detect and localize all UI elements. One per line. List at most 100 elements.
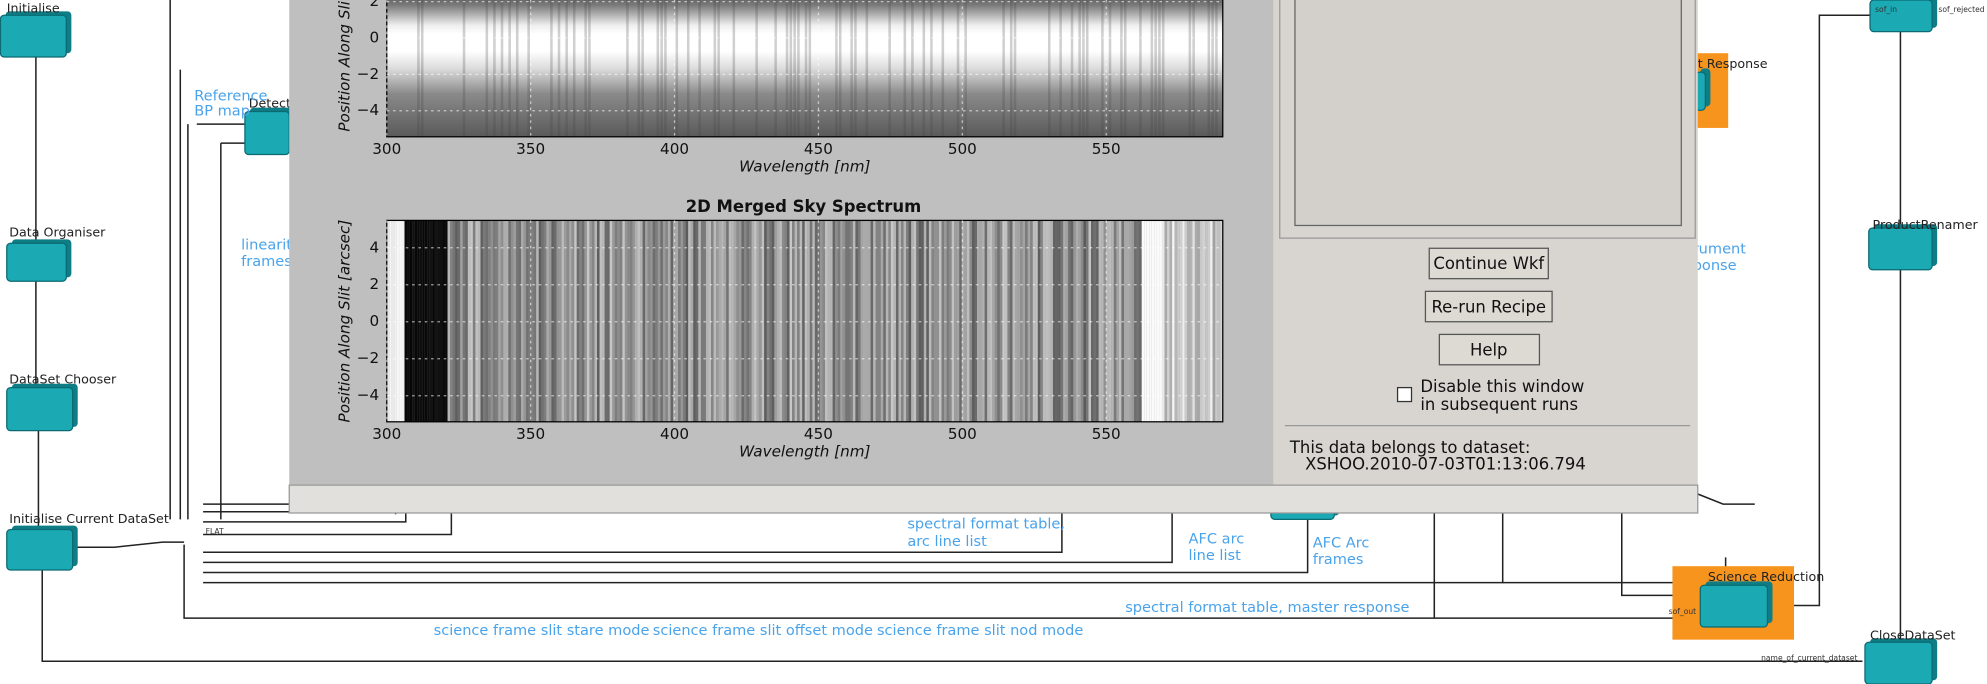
spectrum-stripe — [627, 220, 630, 421]
spectrum-stripe — [691, 220, 694, 421]
spectrum-stripe — [1180, 220, 1183, 421]
x-tick-label: 550 — [1092, 425, 1121, 443]
spectrum-stripe — [698, 0, 701, 137]
spectrum-stripe — [602, 220, 605, 421]
spectrum-stripe — [558, 0, 561, 137]
spectrum-stripe — [1121, 220, 1124, 421]
spectrum-stripe — [1089, 220, 1092, 421]
spectrum-stripe — [660, 220, 663, 421]
spectrum-stripe — [658, 220, 661, 421]
spectrum-stripe — [465, 220, 468, 421]
spectrum-stripe — [577, 220, 580, 421]
spectrum-stripe — [886, 220, 889, 421]
spectrum-stripe — [550, 0, 553, 137]
x-tick-label: 500 — [948, 140, 977, 158]
spectrum-stripe — [516, 0, 519, 137]
y-tick-label: 0 — [369, 29, 379, 47]
spectrum-stripe — [947, 220, 950, 421]
spectrum-stripe — [478, 220, 481, 421]
spectrum-stripe — [854, 0, 857, 137]
button-label[interactable]: Continue Wkf — [1433, 254, 1545, 273]
button-label[interactable]: Re-run Recipe — [1431, 297, 1546, 316]
spectrum-stripe — [1030, 220, 1033, 421]
node-label: ProductRenamer — [1873, 217, 1979, 232]
spectrum-stripe — [622, 220, 625, 421]
spectrum-stripe — [687, 0, 690, 137]
spectrum-stripe — [835, 0, 838, 137]
spectrum-stripe — [1056, 220, 1059, 421]
spectrum-stripe — [957, 0, 960, 137]
spectrum-stripe — [734, 220, 737, 421]
dataset-id: XSHOO.2010-07-03T01:13:06.794 — [1305, 454, 1586, 473]
spectrum-stripe — [1175, 220, 1178, 421]
spectrum-stripe — [508, 220, 511, 421]
spectrum-stripe — [774, 0, 777, 137]
spectrum-stripe — [1157, 220, 1160, 421]
spectrum-stripe — [421, 0, 424, 137]
spectrum-stripe — [828, 220, 831, 421]
spectrum-stripe — [1048, 0, 1051, 137]
spectrum-stripe — [425, 220, 428, 421]
spectrum-stripe — [845, 220, 848, 421]
spectrum-stripe — [790, 0, 793, 137]
spectrum-stripe — [881, 220, 884, 421]
plot-window: 30035040045050055020−2−4Wavelength [nm]P… — [289, 0, 1698, 513]
spectrum-stripe — [638, 220, 641, 421]
spectrum-stripe — [486, 220, 489, 421]
spectrum-stripe — [1208, 220, 1211, 421]
spectrum-stripe — [1101, 220, 1104, 421]
spectrum-stripe — [1096, 220, 1099, 421]
spectrum-stripe — [785, 220, 788, 421]
y-axis-label: Position Along Slit — [335, 0, 353, 132]
spectrum-stripe — [569, 220, 572, 421]
x-tick-label: 400 — [660, 425, 689, 443]
checkbox[interactable] — [1398, 388, 1412, 402]
port-label: sof_out — [1669, 607, 1697, 616]
spectrum-stripe — [1099, 220, 1102, 421]
spectrum-stripe — [744, 220, 747, 421]
spectrum-stripe — [562, 220, 565, 421]
button-label[interactable]: Help — [1470, 340, 1508, 359]
wire-label: BP map — [194, 102, 250, 119]
spectrum-stripe — [455, 220, 458, 421]
screenshot: Initialise Data Organiser DataSet Choose… — [0, 0, 1987, 684]
spectrum-stripe — [964, 220, 967, 421]
spectrum-stripe — [544, 220, 547, 421]
wire-label: arc line list — [907, 533, 987, 550]
spectrum-stripe — [1200, 220, 1203, 421]
spectrum-stripe — [815, 220, 818, 421]
spectrum-stripe — [701, 220, 704, 421]
spectrum-stripe — [432, 220, 435, 421]
node — [7, 529, 73, 570]
spectrum-stripe — [574, 220, 577, 421]
spectrum-stripe — [807, 220, 810, 421]
x-tick-label: 450 — [804, 425, 833, 443]
y-tick-label: 0 — [369, 312, 379, 330]
spectrum-stripe — [747, 220, 750, 421]
spectrum-stripe — [1147, 220, 1150, 421]
spectrum-stripe — [635, 220, 638, 421]
spectrum-stripe — [693, 220, 696, 421]
spectrum-stripe — [696, 220, 699, 421]
spectrum-stripe — [688, 220, 691, 421]
spectrum-stripe — [496, 220, 499, 421]
wire-label: line list — [1189, 547, 1242, 564]
spectrum-stripe — [415, 220, 418, 421]
spectrum-stripe — [995, 220, 998, 421]
spectrum-stripe — [931, 220, 934, 421]
spectrum-stripe — [427, 220, 430, 421]
spectrum-stripe — [410, 220, 413, 421]
spectrum-stripe — [797, 220, 800, 421]
spectrum-stripe — [972, 220, 975, 421]
spectrum-stripe — [579, 220, 582, 421]
spectrum-stripe — [805, 220, 808, 421]
spectrum-stripe — [440, 220, 443, 421]
spectrum-stripe — [944, 220, 947, 421]
spectrum-stripe — [924, 220, 927, 421]
spectrum-stripe — [597, 220, 600, 421]
x-tick-label: 400 — [660, 140, 689, 158]
spectrum-stripe — [422, 220, 425, 421]
spectrum-stripe — [445, 220, 448, 421]
spectrum-stripe — [861, 220, 864, 421]
spectrum-stripe — [1162, 0, 1165, 137]
